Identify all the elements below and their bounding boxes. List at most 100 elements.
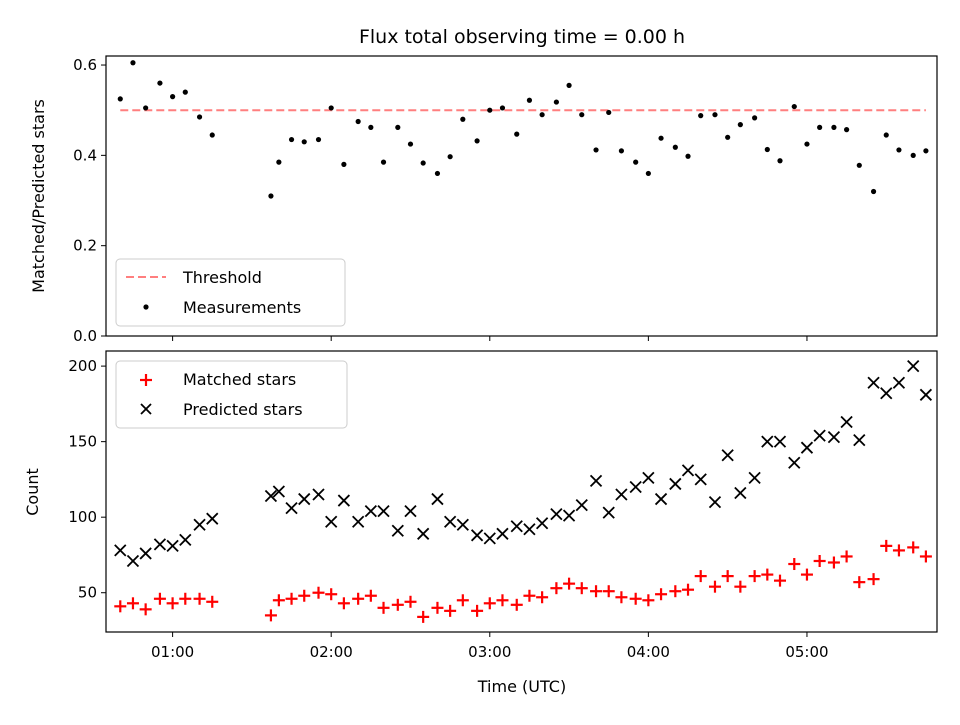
matched-star-point	[139, 603, 152, 616]
measurement-point	[130, 60, 136, 66]
measurement-point	[764, 146, 770, 153]
predicted-star-point	[827, 430, 841, 444]
bottom-y-tick-label: 150	[68, 433, 97, 451]
predicted-star-point	[264, 489, 278, 503]
legend-matched-label: Matched stars	[183, 370, 296, 389]
top-y-ticks: 0.0 0.2 0.4 0.6	[73, 56, 106, 345]
x-tick-label: 02:00	[310, 643, 353, 661]
measurement-point	[487, 107, 493, 113]
legend-threshold-label: Threshold	[182, 268, 262, 287]
bottom-y-tick-label: 100	[68, 508, 97, 526]
measurement-point	[182, 89, 188, 95]
top-panel: 0.0 0.2 0.4 0.6 Matched/Predicted stars Thr…	[29, 55, 938, 345]
x-tick-label: 03:00	[468, 643, 511, 661]
measurement-point	[268, 193, 274, 199]
matched-star-point	[694, 570, 707, 583]
legend-measurements-swatch	[143, 304, 149, 310]
matched-star-point	[377, 601, 390, 614]
matched-star-point	[444, 604, 457, 617]
predicted-star-point	[575, 498, 588, 512]
measurement-point	[514, 131, 520, 137]
predicted-star-point	[681, 464, 695, 477]
matched-star-point	[179, 592, 192, 605]
predicted-star-point	[788, 456, 801, 469]
legend-measurements-label: Measurements	[183, 298, 301, 317]
predicted-star-point	[139, 547, 152, 560]
measurement-point	[474, 138, 480, 144]
measurement-point	[725, 134, 731, 140]
top-y-tick-label: 0.2	[73, 237, 97, 255]
predicted-star-point	[166, 539, 179, 553]
measurement-point	[407, 141, 414, 147]
bottom-y-tick-label: 50	[78, 584, 97, 602]
predicted-star-point	[523, 523, 536, 536]
predicted-star-point	[337, 494, 351, 507]
measurement-point	[870, 188, 877, 195]
measurement-point	[831, 124, 837, 130]
measurement-point	[804, 141, 810, 147]
predicted-star-point	[748, 471, 761, 485]
matched-star-point	[431, 601, 444, 614]
predicted-star-point	[892, 376, 906, 389]
measurement-point	[685, 153, 691, 159]
matched-star-point	[563, 577, 576, 590]
predicted-star-point	[126, 554, 140, 568]
measurement-point	[355, 118, 361, 125]
predicted-star-point	[562, 509, 576, 522]
matched-star-point	[761, 568, 774, 581]
predicted-star-point	[364, 505, 377, 518]
predicted-star-point	[615, 488, 628, 501]
matched-star-point	[206, 595, 219, 608]
matched-star-point	[114, 600, 127, 613]
measurement-point	[395, 124, 401, 130]
matched-star-point	[126, 597, 139, 610]
matched-star-point	[721, 570, 734, 583]
measurement-point	[579, 112, 585, 118]
predicted-star-point	[773, 435, 787, 448]
measurement-point	[844, 127, 850, 133]
measurement-point	[606, 109, 612, 116]
matched-star-point	[880, 539, 893, 552]
predicted-star-point	[377, 505, 390, 518]
predicted-star-point	[193, 518, 206, 531]
predicted-star-point	[417, 527, 430, 540]
measurement-point	[315, 136, 322, 143]
matched-star-point	[867, 573, 880, 586]
matched-star-point	[166, 597, 179, 610]
measurement-point	[328, 105, 334, 111]
predicted-star-point	[535, 517, 549, 530]
matched-star-point	[853, 576, 866, 589]
measurement-point	[170, 94, 176, 100]
matched-star-point	[575, 582, 588, 595]
measurement-point	[645, 170, 651, 177]
matched-star-point	[590, 585, 603, 598]
matched-star-point	[907, 541, 920, 554]
measurement-point	[633, 159, 639, 165]
predicted-star-point	[325, 515, 338, 528]
measurement-point	[553, 99, 559, 105]
x-tick-label: 04:00	[627, 643, 670, 661]
matched-star-point	[471, 604, 484, 617]
matched-star-point	[919, 550, 932, 563]
matched-star-point	[272, 594, 285, 607]
measurement-point	[672, 144, 678, 150]
predicted-star-point	[694, 473, 707, 486]
predicted-star-point	[907, 359, 920, 373]
top-y-tick-label: 0.4	[73, 146, 97, 164]
matched-star-point	[312, 586, 325, 599]
predicted-star-point	[179, 533, 192, 546]
matched-star-point	[510, 598, 523, 611]
measurement-point	[276, 159, 282, 165]
measurement-point	[923, 148, 929, 154]
measurement-point	[737, 122, 743, 128]
top-legend-box	[115, 258, 346, 327]
measurement-point	[209, 132, 215, 138]
measurement-point	[712, 112, 718, 118]
matched-star-point	[602, 585, 615, 598]
matched-star-point	[483, 597, 496, 610]
predicted-star-point	[312, 488, 325, 501]
measurement-point	[117, 96, 123, 102]
predicted-star-point	[642, 471, 655, 485]
top-x-ticks	[172, 336, 808, 341]
